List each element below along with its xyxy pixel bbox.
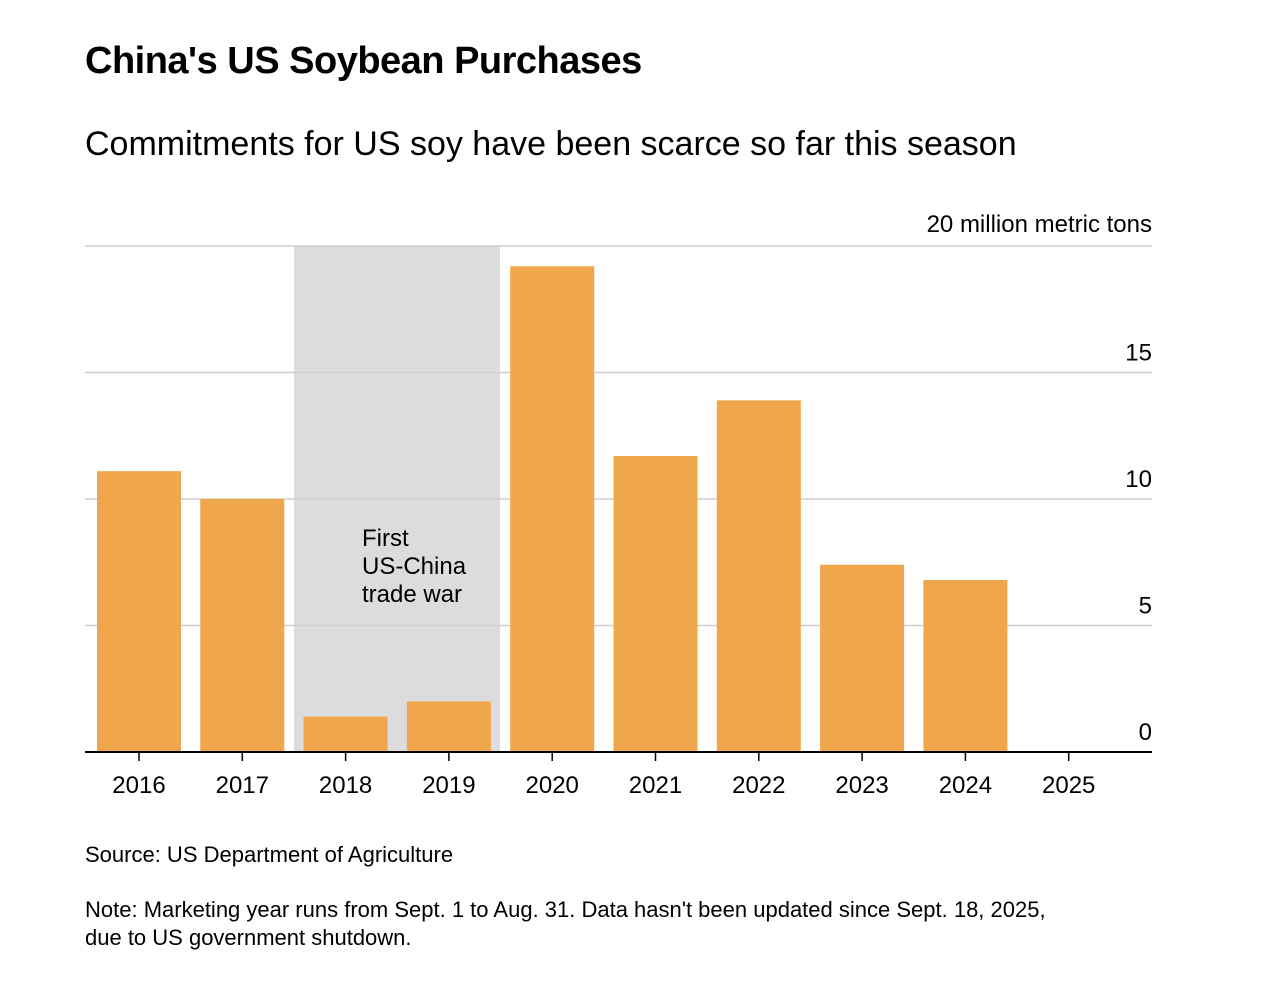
bar-2023 xyxy=(820,564,905,752)
y-axis-unit-label: 20 million metric tons xyxy=(927,211,1152,238)
bar-2020 xyxy=(510,266,595,752)
x-tick-label-2025: 2025 xyxy=(1042,772,1095,799)
x-tick-label-2024: 2024 xyxy=(939,772,992,799)
chart-subtitle: Commitments for US soy have been scarce … xyxy=(85,125,1017,163)
source-note: Source: US Department of Agriculture xyxy=(85,842,454,867)
x-tick-label-2020: 2020 xyxy=(526,772,579,799)
bar-2024 xyxy=(923,579,1008,752)
y-tick-label-15: 15 xyxy=(1125,340,1152,367)
y-tick-label-10: 10 xyxy=(1125,466,1152,493)
bar-2018 xyxy=(303,716,388,752)
x-tick-label-2018: 2018 xyxy=(319,772,372,799)
chart-title: China's US Soybean Purchases xyxy=(85,40,642,82)
x-tick-label-2023: 2023 xyxy=(835,772,888,799)
bar-2019 xyxy=(406,701,491,752)
bar-2021 xyxy=(613,455,698,752)
x-tick-label-2017: 2017 xyxy=(216,772,269,799)
y-tick-label-0: 0 xyxy=(1139,719,1152,746)
footnote-line-2: due to US government shutdown. xyxy=(85,925,412,950)
trade-war-annotation-line-2: US-China xyxy=(362,553,467,580)
trade-war-annotation-line-3: trade war xyxy=(362,581,462,608)
footnote: Note: Marketing year runs from Sept. 1 t… xyxy=(85,896,1165,952)
bar-2016 xyxy=(97,471,181,752)
x-tick-label-2016: 2016 xyxy=(112,772,165,799)
x-tick-label-2019: 2019 xyxy=(422,772,475,799)
trade-war-annotation-line-1: First xyxy=(362,525,409,552)
footnote-line-1: Note: Marketing year runs from Sept. 1 t… xyxy=(85,897,1046,922)
y-tick-label-5: 5 xyxy=(1139,593,1152,620)
x-tick-label-2022: 2022 xyxy=(732,772,785,799)
bar-2022 xyxy=(716,400,801,752)
bar-2017 xyxy=(200,499,285,752)
bar-chart: 2016 2017 2018 2019 2020 2021 2022 2023 2024 2025… xyxy=(85,211,1152,799)
x-tick-label-2021: 2021 xyxy=(629,772,682,799)
